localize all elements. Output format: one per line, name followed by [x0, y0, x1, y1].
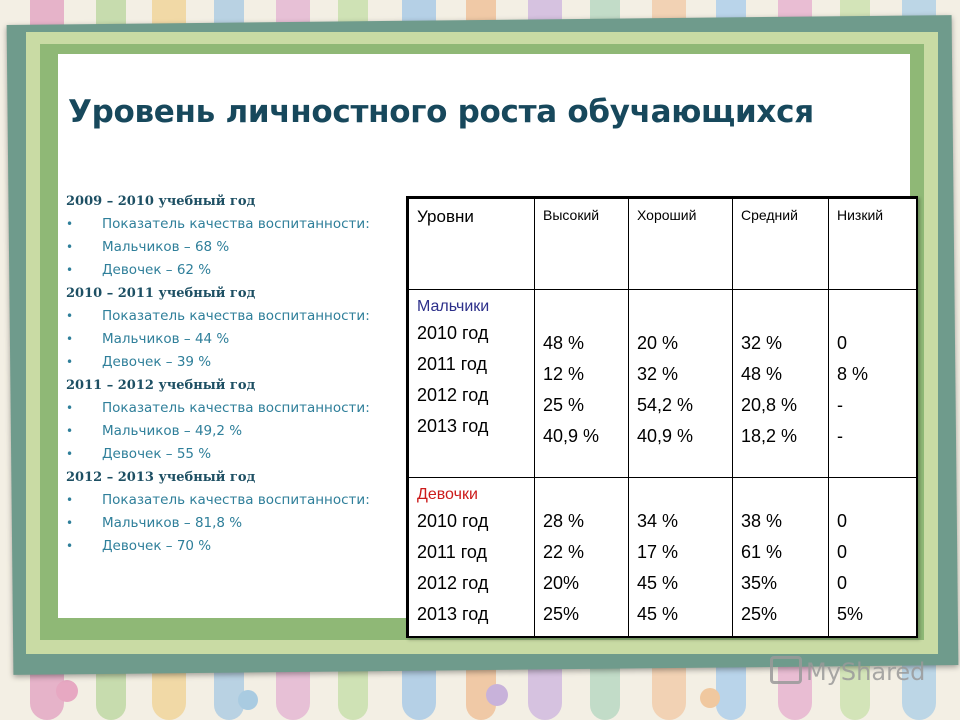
bullet-icon: •	[66, 217, 74, 231]
header-cell-medium: Средний	[732, 198, 829, 290]
list-item: • Мальчиков – 49,2 %	[66, 420, 406, 443]
table-cell-value: 35%	[741, 573, 778, 593]
watermark-text: MyShared	[806, 658, 926, 686]
girls-label: Девочки	[417, 486, 478, 503]
table-cell-value: -	[837, 426, 843, 446]
girls-low-cell: 0 0 0 5%	[828, 477, 917, 637]
girls-good-cell: 34 % 17 % 45 % 45 %	[628, 477, 733, 637]
table-cell-value: 25%	[741, 604, 778, 624]
presentation-icon	[770, 656, 802, 684]
bullet-icon: •	[66, 539, 74, 553]
year-label: 2013 год	[417, 416, 489, 436]
year-label: 2011 год	[417, 354, 487, 374]
table-cell-value: 8 %	[837, 364, 869, 384]
table-cell-value: 61 %	[741, 542, 783, 562]
list-item: • Показатель качества воспитанности:	[66, 397, 406, 420]
table-cell-value: 12 %	[543, 364, 585, 384]
table-cell-value: -	[837, 395, 843, 415]
list-item: • Показатель качества воспитанности:	[66, 305, 406, 328]
year-heading: 2010 – 2011 учебный год	[66, 286, 256, 301]
year-label: 2010 год	[417, 323, 489, 343]
table-cell-value: 28 %	[543, 511, 585, 531]
boys-good-cell: 20 % 32 % 54,2 % 40,9 %	[628, 289, 733, 478]
girls-medium-cell: 38 % 61 % 35% 25%	[732, 477, 829, 637]
bullet-icon: •	[66, 447, 74, 461]
list-item: • Показатель качества воспитанности:	[66, 489, 406, 512]
slide-title: Уровень личностного роста обучающихся	[68, 94, 814, 130]
year-label: 2013 год	[417, 604, 489, 624]
table-cell-value: 0	[837, 573, 848, 593]
year-heading: 2009 – 2010 учебный год	[66, 194, 256, 209]
bullet-icon: •	[66, 493, 74, 507]
table-cell-value: 25%	[543, 604, 580, 624]
table-cell-value: 34 %	[637, 511, 679, 531]
table-cell-value: 5%	[837, 604, 864, 624]
table-cell-value: 20,8 %	[741, 395, 798, 415]
table-row-boys: Мальчики 2010 год 2011 год 2012 год 2013…	[408, 289, 917, 478]
table-cell-value: 32 %	[741, 333, 783, 353]
list-item: • Мальчиков – 68 %	[66, 236, 406, 259]
table-cell-value: 0	[837, 333, 848, 353]
boys-high-cell: 48 % 12 % 25 % 40,9 %	[534, 289, 629, 478]
year-heading: 2011 – 2012 учебный год	[66, 378, 256, 393]
table-header-row: Уровни Высокий Хороший Средний Низкий	[408, 198, 917, 290]
header-cell-levels: Уровни	[408, 198, 535, 290]
table-cell-value: 25 %	[543, 395, 585, 415]
year-label: 2012 год	[417, 573, 489, 593]
table-cell-value: 48 %	[543, 333, 585, 353]
table-cell-value: 17 %	[637, 542, 679, 562]
bullet-icon: •	[66, 309, 74, 323]
table-cell-value: 32 %	[637, 364, 679, 384]
table-cell-value: 40,9 %	[543, 426, 600, 446]
growth-levels-table: Уровни Высокий Хороший Средний Низкий Ма…	[406, 196, 918, 638]
list-item: • Девочек – 70 %	[66, 535, 406, 558]
bullet-icon: •	[66, 401, 74, 415]
table-cell-value: 20%	[543, 573, 580, 593]
table-cell-value: 22 %	[543, 542, 585, 562]
list-item: • Показатель качества воспитанности:	[66, 213, 406, 236]
table-cell-value: 0	[837, 511, 848, 531]
table-cell-value: 48 %	[741, 364, 783, 384]
table-cell-value: 40,9 %	[637, 426, 694, 446]
bullet-icon: •	[66, 355, 74, 369]
year-label: 2011 год	[417, 542, 487, 562]
table-cell-value: 18,2 %	[741, 426, 798, 446]
header-cell-low: Низкий	[828, 198, 917, 290]
year-label: 2012 год	[417, 385, 489, 405]
table-cell-value: 38 %	[741, 511, 783, 531]
bullet-icon: •	[66, 332, 74, 346]
list-item: • Мальчиков – 44 %	[66, 328, 406, 351]
bullet-icon: •	[66, 516, 74, 530]
header-cell-good: Хороший	[628, 198, 733, 290]
boys-medium-cell: 32 % 48 % 20,8 % 18,2 %	[732, 289, 829, 478]
list-item: • Девочек – 55 %	[66, 443, 406, 466]
list-item: • Мальчиков – 81,8 %	[66, 512, 406, 535]
boys-years-cell: Мальчики 2010 год 2011 год 2012 год 2013…	[408, 289, 535, 478]
table-cell-value: 20 %	[637, 333, 679, 353]
watermark: MyShared	[770, 656, 925, 686]
quality-indicators-list: 2009 – 2010 учебный год • Показатель каче…	[66, 190, 406, 558]
girls-high-cell: 28 % 22 % 20% 25%	[534, 477, 629, 637]
year-heading: 2012 – 2013 учебный год	[66, 470, 256, 485]
boys-low-cell: 0 8 % - -	[828, 289, 917, 478]
bullet-icon: •	[66, 263, 74, 277]
table-cell-value: 0	[837, 542, 848, 562]
bullet-icon: •	[66, 240, 74, 254]
girls-years-cell: Девочки 2010 год 2011 год 2012 год 2013 …	[408, 477, 535, 637]
bullet-icon: •	[66, 424, 74, 438]
table-row-girls: Девочки 2010 год 2011 год 2012 год 2013 …	[408, 477, 917, 637]
header-cell-high: Высокий	[534, 198, 629, 290]
year-label: 2010 год	[417, 511, 489, 531]
table-cell-value: 45 %	[637, 573, 679, 593]
list-item: • Девочек – 62 %	[66, 259, 406, 282]
boys-label: Мальчики	[417, 298, 490, 315]
table-cell-value: 54,2 %	[637, 395, 694, 415]
table-cell-value: 45 %	[637, 604, 679, 624]
list-item: • Девочек – 39 %	[66, 351, 406, 374]
